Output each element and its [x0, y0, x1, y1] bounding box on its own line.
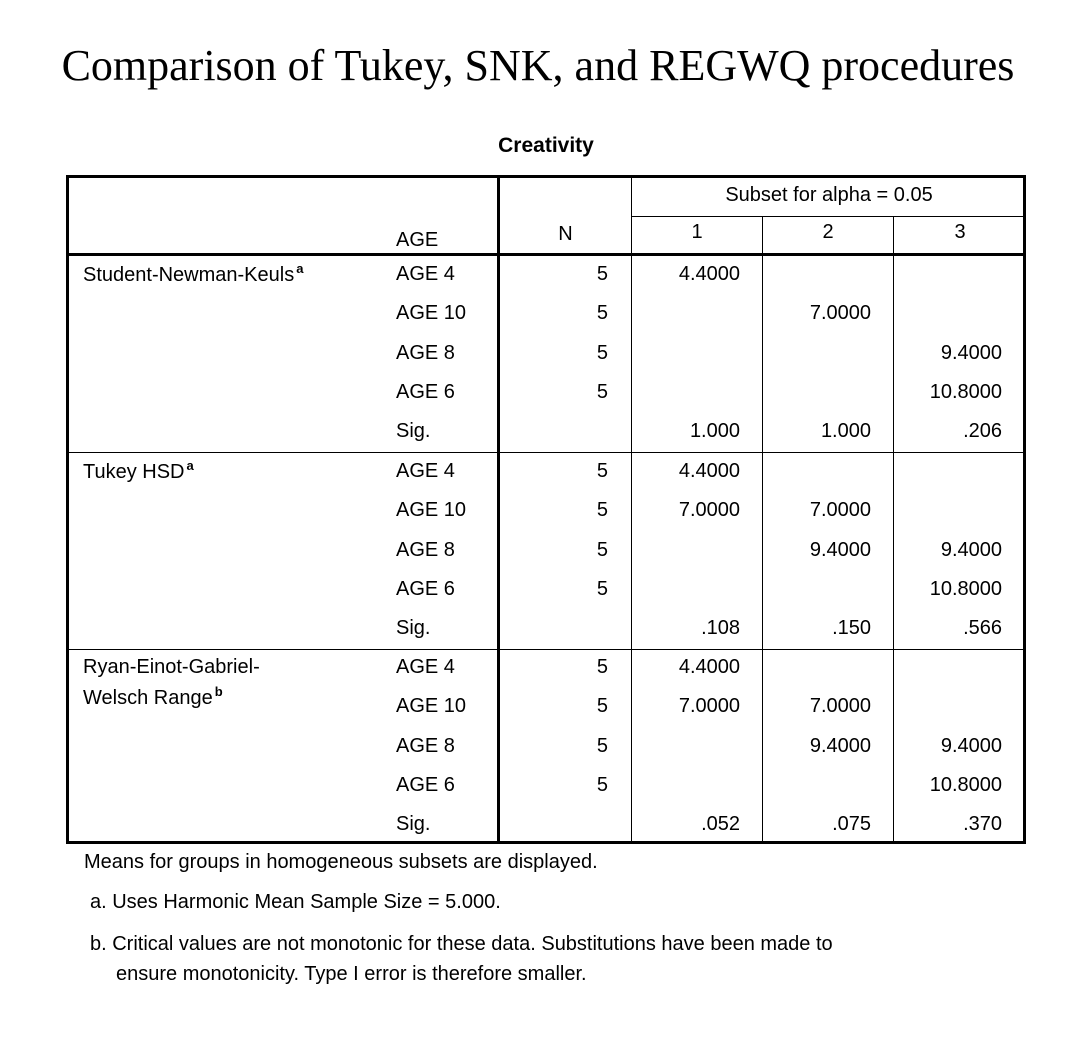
page-title: Comparison of Tukey, SNK, and REGWQ proc… [61, 41, 1015, 90]
age-cell: AGE 4 [396, 656, 455, 678]
subset-2-cell: .150 [832, 617, 871, 639]
age-cell: Sig. [396, 420, 431, 442]
n-cell: 5 [596, 578, 608, 600]
age-cell: AGE 10 [396, 695, 467, 717]
age-cell: AGE 10 [396, 302, 467, 324]
n-cell: 5 [596, 735, 608, 757]
procedure-label-regwq-line2: Welsch Range b [83, 684, 223, 709]
subset-3-cell: 9.4000 [940, 539, 1002, 561]
n-cell: 5 [596, 499, 608, 521]
age-cell: AGE 6 [396, 774, 455, 796]
n-cell: 5 [596, 381, 608, 403]
subset-3-cell: .370 [963, 813, 1002, 835]
subset-header-divider [632, 216, 1023, 217]
col-divider-subset2 [762, 216, 763, 841]
col-divider-subset1 [631, 178, 632, 841]
age-cell: AGE 10 [396, 499, 467, 521]
subset-1-cell: 4.4000 [678, 460, 740, 482]
footnote-main: Means for groups in homogeneous subsets … [84, 851, 598, 873]
n-column-header: N [558, 223, 573, 245]
results-table: Subset for alpha = 0.05 AGE N 1 2 3 Stud… [66, 175, 1026, 844]
age-cell: AGE 8 [396, 539, 455, 561]
footnote-marker: a [186, 458, 194, 473]
age-cell: AGE 4 [396, 263, 455, 285]
subset-3-cell: 9.4000 [940, 735, 1002, 757]
procedure-label-regwq: Ryan-Einot-Gabriel- [83, 656, 260, 678]
header-bottom-rule [69, 253, 1023, 256]
footnote-marker: b [214, 684, 223, 699]
age-cell: Sig. [396, 617, 431, 639]
group-divider-2 [69, 649, 1023, 650]
subset-2-header: 2 [822, 221, 834, 243]
subset-3-cell: 10.8000 [929, 381, 1002, 403]
col-divider-n [497, 178, 500, 841]
age-cell: AGE 6 [396, 578, 455, 600]
procedure-label-tukey: Tukey HSD a [83, 458, 194, 483]
n-cell: 5 [596, 342, 608, 364]
footnote-b-line2: ensure monotonicity. Type I error is the… [116, 963, 587, 985]
subset-3-cell: 10.8000 [929, 774, 1002, 796]
procedure-label-snk: Student-Newman-Keuls a [83, 261, 304, 286]
age-cell: Sig. [396, 813, 431, 835]
subset-1-cell: 1.000 [689, 420, 740, 442]
subset-1-cell: 7.0000 [678, 695, 740, 717]
subset-2-cell: 1.000 [820, 420, 871, 442]
subset-3-cell: .566 [963, 617, 1002, 639]
age-cell: AGE 6 [396, 381, 455, 403]
footnote-b-line1: b. Critical values are not monotonic for… [90, 933, 833, 955]
subset-3-cell: 10.8000 [929, 578, 1002, 600]
group-divider-1 [69, 452, 1023, 453]
age-column-header: AGE [396, 229, 439, 251]
subset-1-cell: .052 [701, 813, 740, 835]
n-cell: 5 [596, 302, 608, 324]
subset-2-cell: 7.0000 [809, 695, 871, 717]
subset-3-header: 3 [954, 221, 966, 243]
n-cell: 5 [596, 460, 608, 482]
subset-2-cell: 9.4000 [809, 735, 871, 757]
col-divider-subset3 [893, 216, 894, 841]
n-cell: 5 [596, 263, 608, 285]
subset-3-cell: 9.4000 [940, 342, 1002, 364]
subset-3-cell: .206 [963, 420, 1002, 442]
n-cell: 5 [596, 656, 608, 678]
subset-2-cell: 7.0000 [809, 302, 871, 324]
subset-1-header: 1 [691, 221, 703, 243]
subset-2-cell: .075 [832, 813, 871, 835]
n-cell: 5 [596, 774, 608, 796]
subset-group-header: Subset for alpha = 0.05 [725, 184, 933, 206]
table-caption: Creativity [498, 134, 594, 157]
age-cell: AGE 8 [396, 342, 455, 364]
subset-2-cell: 7.0000 [809, 499, 871, 521]
n-cell: 5 [596, 695, 608, 717]
n-cell: 5 [596, 539, 608, 561]
age-cell: AGE 8 [396, 735, 455, 757]
subset-1-cell: 7.0000 [678, 499, 740, 521]
age-cell: AGE 4 [396, 460, 455, 482]
footnote-marker: a [296, 261, 304, 276]
subset-1-cell: .108 [701, 617, 740, 639]
subset-1-cell: 4.4000 [678, 656, 740, 678]
subset-1-cell: 4.4000 [678, 263, 740, 285]
footnote-a: a. Uses Harmonic Mean Sample Size = 5.00… [90, 891, 501, 913]
subset-2-cell: 9.4000 [809, 539, 871, 561]
